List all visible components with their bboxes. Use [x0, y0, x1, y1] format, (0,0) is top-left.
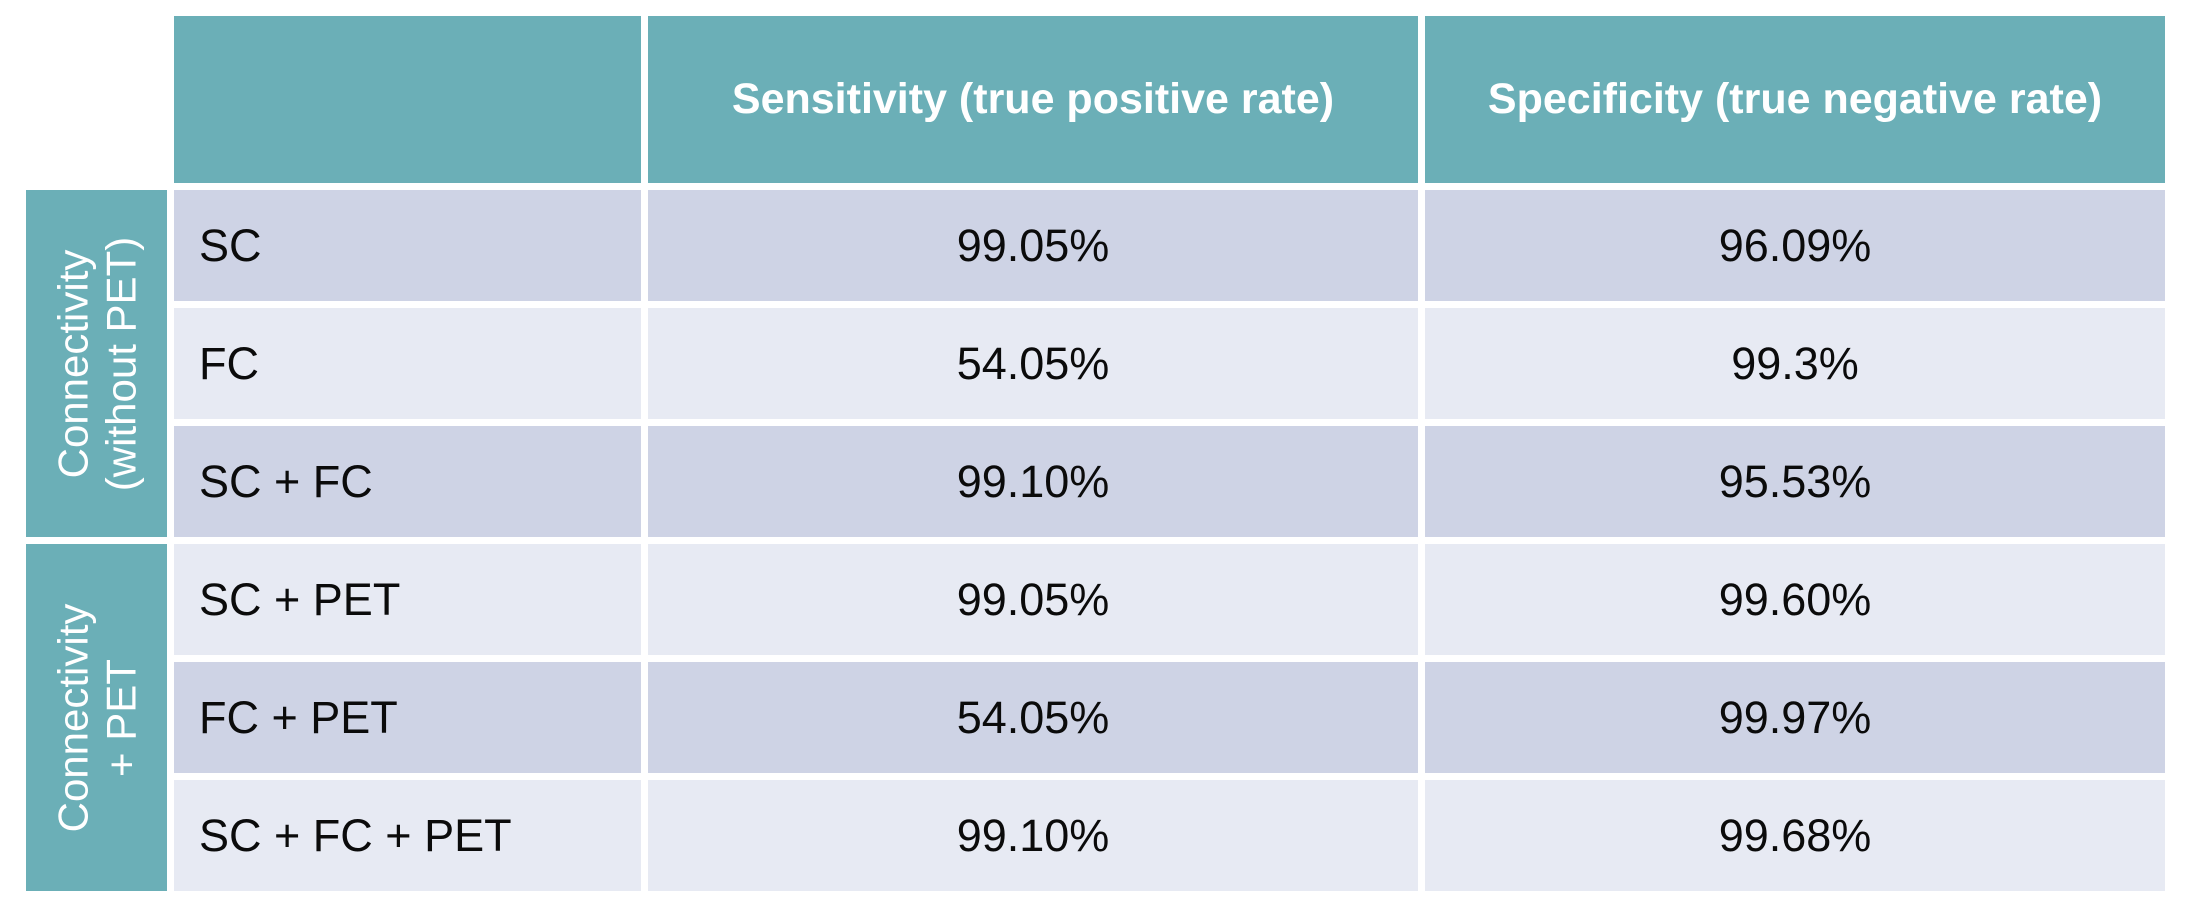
sensitivity-value-sc: 99.05%	[648, 190, 1418, 301]
row-group-label-line: + PET	[96, 658, 144, 777]
specificity-value-fc: 99.3%	[1425, 308, 2165, 419]
row-label-fc: FC	[174, 308, 641, 419]
sensitivity-value-sc-pet: 99.05%	[648, 544, 1418, 655]
row-group-label-line: Connectivity	[48, 249, 96, 478]
row-group-band-connectivity-without-pet: Connectivity (without PET)	[26, 190, 167, 537]
specificity-value-sc-pet: 99.60%	[1425, 544, 2165, 655]
specificity-value-fc-pet: 99.97%	[1425, 662, 2165, 773]
header-corner-cell	[174, 16, 641, 183]
header-sensitivity: Sensitivity (true positive rate)	[648, 16, 1418, 183]
row-group-label-connectivity-plus-pet: Connectivity + PET	[26, 544, 167, 891]
specificity-value-sc-fc: 95.53%	[1425, 426, 2165, 537]
row-label-sc-fc: SC + FC	[174, 426, 641, 537]
row-group-label-connectivity-without-pet: Connectivity (without PET)	[26, 190, 167, 537]
row-group-label-line: Connectivity	[48, 603, 96, 832]
sensitivity-value-fc-pet: 54.05%	[648, 662, 1418, 773]
sensitivity-value-sc-fc: 99.10%	[648, 426, 1418, 537]
specificity-value-sc-fc-pet: 99.68%	[1425, 780, 2165, 891]
row-label-sc: SC	[174, 190, 641, 301]
row-label-sc-fc-pet: SC + FC + PET	[174, 780, 641, 891]
header-specificity: Specificity (true negative rate)	[1425, 16, 2165, 183]
sensitivity-value-sc-fc-pet: 99.10%	[648, 780, 1418, 891]
row-group-label-line: (without PET)	[96, 236, 144, 491]
specificity-value-sc: 96.09%	[1425, 190, 2165, 301]
row-group-band-connectivity-plus-pet: Connectivity + PET	[26, 544, 167, 891]
results-table: Sensitivity (true positive rate) Specifi…	[174, 16, 2165, 891]
sensitivity-value-fc: 54.05%	[648, 308, 1418, 419]
row-label-sc-pet: SC + PET	[174, 544, 641, 655]
row-label-fc-pet: FC + PET	[174, 662, 641, 773]
